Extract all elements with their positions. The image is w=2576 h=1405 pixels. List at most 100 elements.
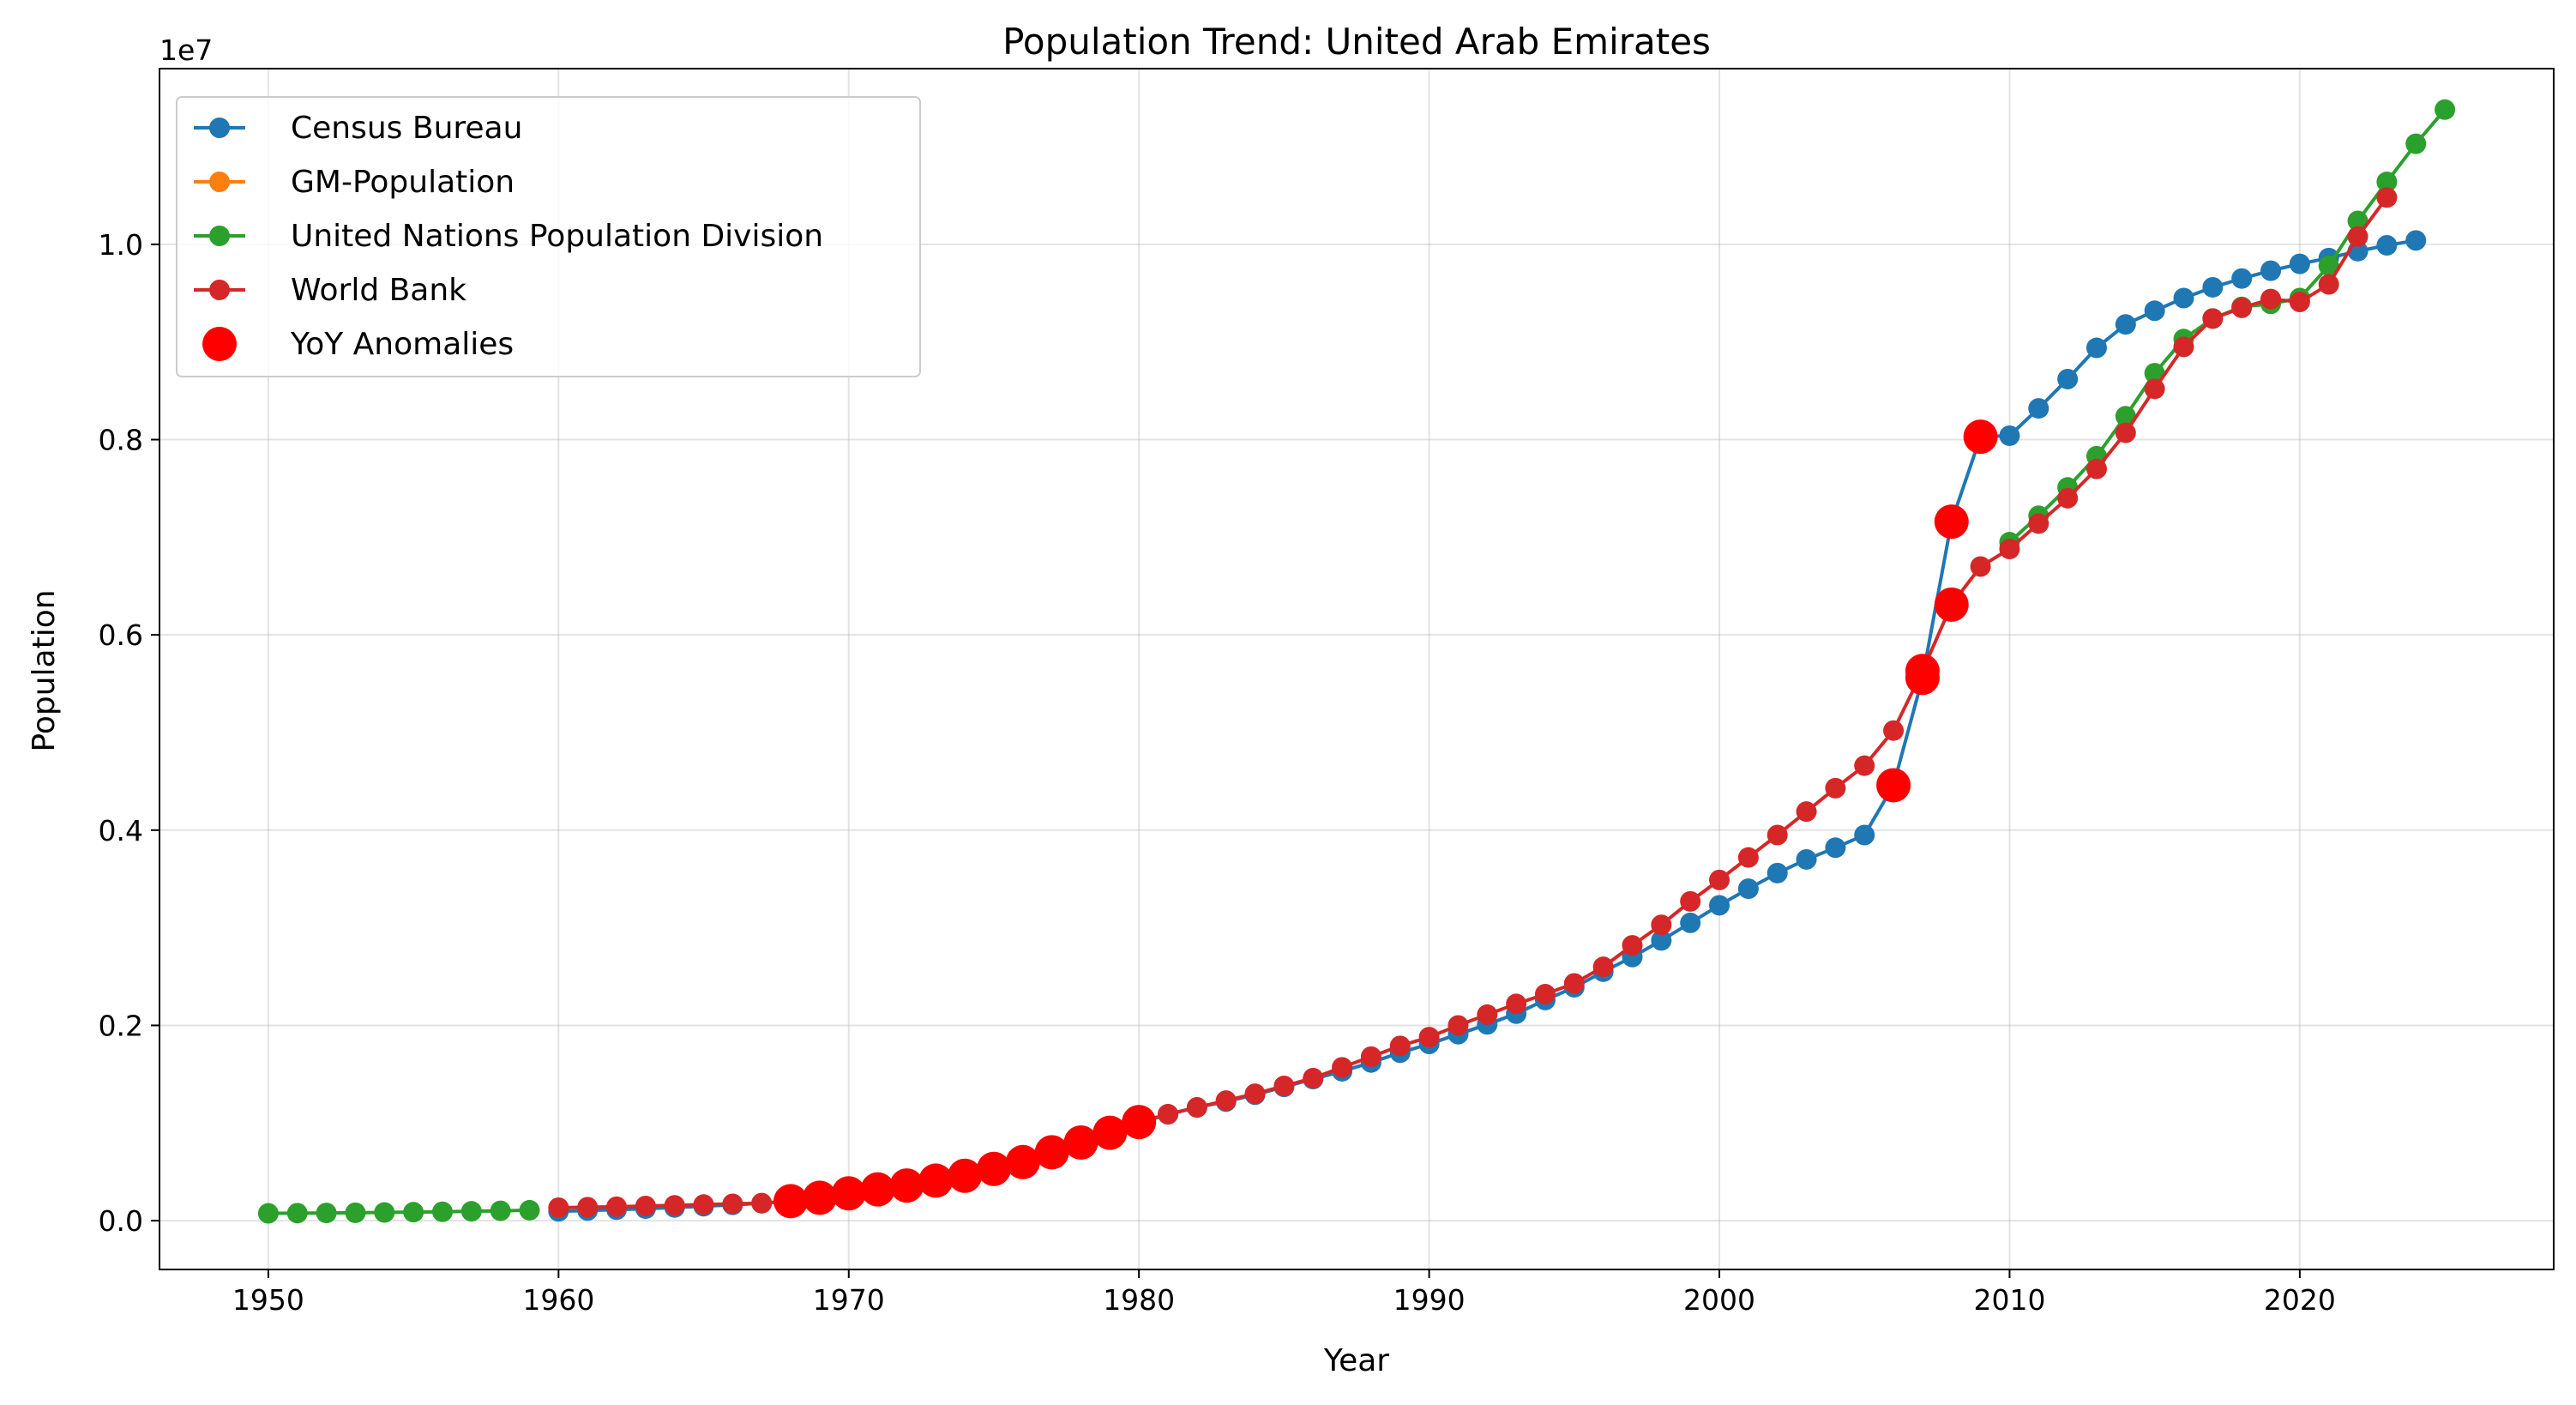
legend-entry-census-bureau: Census Bureau <box>194 111 522 146</box>
anomaly-point <box>1905 654 1940 689</box>
y-tick-label: 1.0 <box>99 228 143 262</box>
legend-label: World Bank <box>291 273 466 308</box>
data-point <box>1999 425 2020 446</box>
anomaly-point <box>1934 504 1969 540</box>
anomaly-point <box>948 1158 983 1193</box>
x-tick-label: 1990 <box>1393 1283 1466 1317</box>
data-point <box>1389 1035 1411 1057</box>
legend-marker-swatch <box>209 226 230 246</box>
data-point <box>751 1192 773 1214</box>
y-tick-label: 0.0 <box>99 1204 143 1238</box>
data-point <box>1244 1083 1266 1105</box>
anomaly-markers <box>773 419 1998 1219</box>
data-point <box>519 1199 540 1221</box>
data-point <box>316 1203 337 1224</box>
data-point <box>1883 720 1905 741</box>
chart-title: Population Trend: United Arab Emirates <box>1002 21 1711 63</box>
data-point <box>1796 848 1817 870</box>
anomaly-point <box>1005 1144 1040 1179</box>
legend-entry-united-nations-population-division: United Nations Population Division <box>194 219 823 254</box>
data-point <box>2231 268 2253 289</box>
x-axis-label: Year <box>1323 1343 1389 1378</box>
data-point <box>1854 824 1875 846</box>
legend-marker-swatch <box>209 280 230 300</box>
data-point <box>2085 337 2107 359</box>
data-point <box>2028 398 2049 419</box>
data-point <box>1447 1015 1469 1036</box>
data-point <box>1999 539 2020 559</box>
data-point <box>693 1194 714 1215</box>
data-point <box>2115 406 2136 427</box>
data-point <box>1651 914 1672 936</box>
data-point <box>2115 314 2136 335</box>
data-point <box>1825 837 1846 859</box>
data-point <box>1360 1046 1381 1067</box>
y-tick-label: 0.6 <box>99 618 143 652</box>
data-point <box>1534 984 1556 1005</box>
data-point <box>1273 1076 1295 1097</box>
data-point <box>2376 235 2398 256</box>
anomaly-point <box>1034 1135 1069 1170</box>
data-point <box>2028 513 2049 534</box>
data-point <box>460 1201 482 1222</box>
data-point <box>2289 292 2310 313</box>
data-point <box>1680 890 1701 912</box>
data-point <box>1622 935 1643 956</box>
data-point <box>257 1203 279 1224</box>
legend-entry-world-bank: World Bank <box>194 273 466 308</box>
data-point <box>1158 1104 1179 1125</box>
data-point <box>548 1197 569 1218</box>
data-point <box>286 1203 308 1224</box>
legend-box <box>176 96 921 377</box>
data-point <box>2405 133 2427 154</box>
anomaly-point <box>918 1163 954 1198</box>
anomaly-point <box>1092 1115 1128 1150</box>
anomaly-point <box>1963 419 1998 455</box>
data-point <box>1215 1090 1237 1112</box>
data-point <box>1303 1067 1324 1088</box>
data-point <box>635 1196 656 1217</box>
anomaly-point <box>1876 768 1911 803</box>
series-line <box>268 1208 530 1215</box>
data-point <box>2405 230 2427 251</box>
data-point <box>1563 973 1585 994</box>
data-point <box>2347 210 2368 232</box>
data-point <box>664 1195 685 1216</box>
data-point <box>2144 300 2165 322</box>
data-point <box>2376 172 2398 193</box>
data-point <box>1680 912 1701 933</box>
x-tick-label: 1980 <box>1103 1283 1175 1317</box>
axes: 1950 1960 1970 1980 1990 2000 2010 2020 0.0 0.2 0.… <box>99 228 2336 1317</box>
y-tick-label: 0.8 <box>99 424 143 457</box>
data-point <box>606 1196 628 1217</box>
data-point <box>2231 297 2253 318</box>
data-point <box>2144 378 2165 400</box>
data-point <box>2260 260 2282 281</box>
legend: Census Bureau GM-Population United Nations… <box>176 96 921 377</box>
y-axis-label: Population <box>27 589 62 751</box>
anomaly-point <box>802 1180 837 1215</box>
legend-label: United Nations Population Division <box>291 219 823 254</box>
data-point <box>2144 363 2165 384</box>
y-tick-label: 0.4 <box>99 814 143 847</box>
legend-label: GM-Population <box>291 165 515 200</box>
data-point <box>1737 847 1759 868</box>
anomaly-point <box>1063 1125 1098 1161</box>
data-point <box>2057 368 2079 389</box>
x-tick-label: 2020 <box>2264 1283 2336 1317</box>
anomaly-point <box>860 1172 895 1207</box>
data-point <box>2289 253 2310 274</box>
legend-marker-swatch <box>209 118 230 138</box>
y-offset-label: 1e7 <box>159 33 213 67</box>
data-point <box>1766 824 1788 846</box>
data-point <box>1709 895 1730 916</box>
y-tick-label: 0.2 <box>99 1009 143 1042</box>
data-point <box>2057 487 2079 509</box>
data-point <box>2202 308 2224 329</box>
data-point <box>345 1202 366 1223</box>
legend-entry-gm-population: GM-Population <box>194 165 515 200</box>
legend-entry-yoy-anomalies: YoY Anomalies <box>202 327 514 362</box>
anomaly-point <box>1934 587 1969 622</box>
data-point <box>1854 755 1875 776</box>
